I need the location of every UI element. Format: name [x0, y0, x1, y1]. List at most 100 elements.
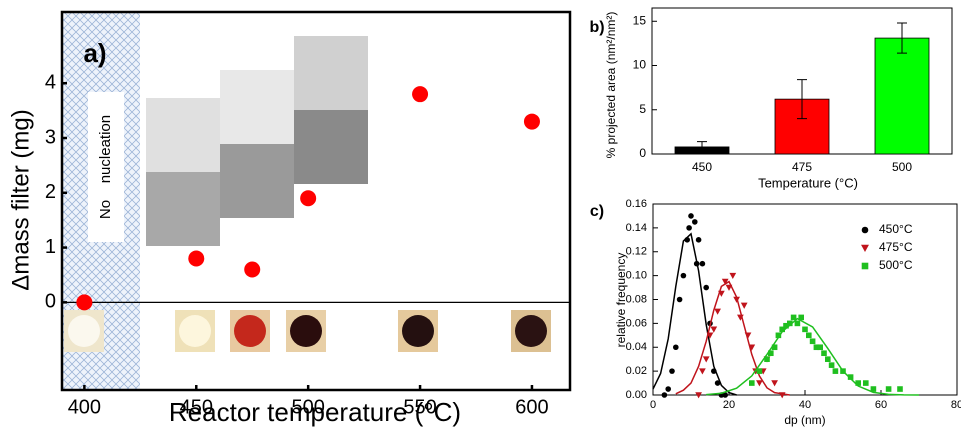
- data-point: [783, 322, 789, 329]
- filter-disc: [290, 315, 322, 347]
- filter-disc: [402, 315, 434, 347]
- data-point: [686, 225, 692, 231]
- data-point: [828, 362, 835, 368]
- y-tick-label: 0.04: [626, 341, 647, 353]
- x-tick-label: 550: [403, 396, 436, 418]
- data-point: [733, 296, 740, 303]
- data-point: [870, 386, 877, 392]
- data-point: [693, 260, 700, 267]
- y-tick-label: 0.08: [626, 293, 647, 305]
- data-point: [825, 356, 831, 362]
- data-point: [885, 386, 892, 392]
- data-point: [188, 250, 205, 267]
- x-tick-label: 500: [892, 160, 912, 174]
- y-tick-label: 0.14: [626, 222, 647, 234]
- filter-disc: [234, 315, 266, 347]
- data-point: [684, 237, 690, 243]
- x-tick-label: 450: [692, 160, 712, 174]
- data-point: [665, 386, 671, 392]
- legend-label: 500°C: [879, 258, 913, 272]
- data-point: [692, 219, 698, 225]
- y-tick-label: 0.12: [626, 246, 647, 258]
- data-point: [706, 332, 714, 339]
- data-point: [695, 237, 702, 243]
- data-point: [787, 320, 793, 327]
- data-point: [676, 296, 683, 303]
- data-point: [669, 368, 675, 374]
- data-point: [412, 86, 429, 103]
- data-point: [725, 284, 733, 291]
- data-point: [855, 380, 861, 386]
- data-point: [744, 332, 752, 339]
- x-tick-label: 40: [799, 399, 811, 411]
- y-tick-label: 0.10: [626, 270, 647, 282]
- data-point: [840, 368, 846, 374]
- y-tick-label: 0: [45, 291, 56, 313]
- data-point: [695, 392, 702, 399]
- data-point: [710, 326, 718, 333]
- data-point: [740, 302, 748, 309]
- data-point: [76, 294, 93, 311]
- y-tick-label: 5: [639, 102, 646, 116]
- legend-label: 475°C: [879, 240, 913, 254]
- y-tick-label: 1: [45, 236, 56, 258]
- x-tick-label: 0: [650, 399, 656, 411]
- x-tick-label: 80: [951, 399, 961, 411]
- y-tick-label: 3: [45, 126, 56, 148]
- data-point: [702, 356, 710, 363]
- y-axis-label: % projected area (nm²/nm²): [604, 12, 618, 159]
- plot-frame: [60, 10, 572, 392]
- data-point: [771, 380, 778, 387]
- y-tick-label: 2: [45, 181, 56, 203]
- panel-label: c): [590, 203, 604, 220]
- data-point: [771, 344, 778, 351]
- tem-image: [294, 36, 368, 110]
- data-point: [523, 113, 540, 130]
- data-point: [721, 278, 729, 285]
- bar: [874, 37, 930, 155]
- data-point: [790, 314, 797, 321]
- data-point: [897, 386, 903, 392]
- filter-disc: [515, 315, 547, 347]
- x-tick-label: 60: [875, 399, 887, 411]
- data-point: [813, 344, 820, 351]
- data-point: [718, 290, 725, 297]
- data-point: [729, 272, 737, 279]
- layout: [62, 12, 551, 390]
- data-point: [244, 261, 261, 278]
- data-point: [764, 356, 770, 362]
- data-point: [703, 284, 709, 291]
- x-tick-label: 400: [68, 396, 101, 418]
- data-point: [778, 392, 786, 399]
- data-point: [737, 314, 744, 321]
- legend-label: 450°C: [879, 222, 913, 236]
- error-bar: [797, 79, 807, 120]
- annotation-box: [88, 92, 124, 242]
- x-tick-label: 475: [792, 160, 812, 174]
- y-axis-label: relative frequency: [614, 253, 628, 348]
- panel-label: b): [589, 19, 604, 36]
- data-point: [661, 392, 668, 398]
- y-axis-label: Δmass filter (mg): [7, 109, 34, 290]
- y-tick-label: 0.06: [626, 317, 647, 329]
- data-point: [714, 380, 721, 386]
- legend-marker: [861, 262, 869, 270]
- x-axis-label: Temperature (°C): [758, 175, 858, 190]
- data-point: [300, 190, 317, 207]
- data-point: [798, 314, 804, 321]
- data-point: [775, 332, 782, 339]
- y-tick-label: 0: [639, 146, 646, 160]
- data-point: [817, 344, 823, 351]
- data-point: [779, 326, 785, 333]
- y-tick-label: 10: [633, 58, 647, 72]
- data-point: [699, 368, 706, 375]
- data-point: [756, 380, 763, 387]
- panel-label: a): [83, 38, 106, 68]
- data-point: [699, 260, 706, 267]
- data-point: [809, 338, 816, 345]
- data-point: [847, 374, 854, 380]
- filter-disc: [179, 315, 211, 347]
- data-point: [722, 392, 728, 398]
- y-tick-label: 0.00: [626, 389, 647, 401]
